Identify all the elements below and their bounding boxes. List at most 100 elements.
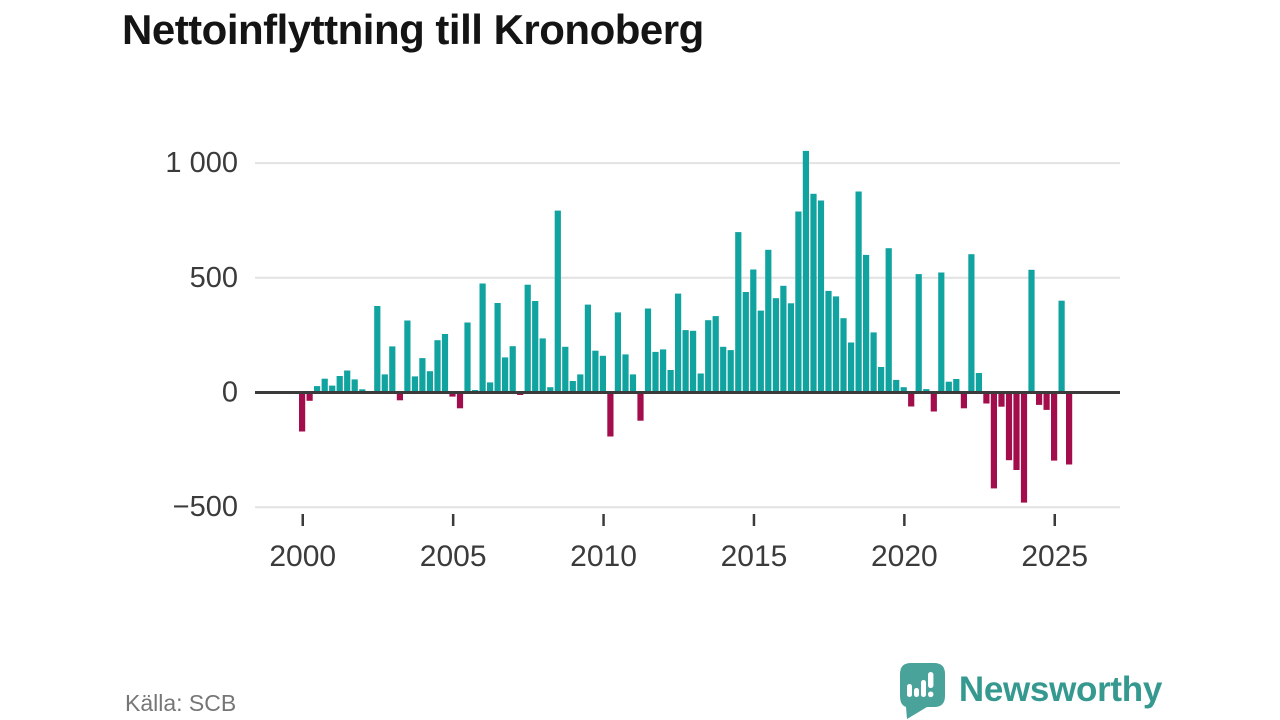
- x-axis-label: 2020: [871, 540, 938, 573]
- bar: [863, 254, 870, 393]
- bar: [449, 392, 456, 397]
- bar: [577, 374, 584, 393]
- bar: [1028, 269, 1035, 393]
- bar: [915, 274, 922, 393]
- bar: [968, 254, 975, 393]
- page-title: Nettoinflyttning till Kronoberg: [122, 6, 704, 53]
- bar: [832, 296, 840, 393]
- bar: [359, 389, 366, 393]
- bar: [840, 318, 847, 393]
- bar: [494, 303, 501, 393]
- bar: [599, 355, 606, 393]
- bar: [329, 385, 336, 393]
- y-axis-label: 0: [222, 377, 238, 409]
- bar: [848, 342, 855, 393]
- bar: [434, 340, 441, 393]
- y-axis-label: 500: [190, 262, 238, 294]
- bar: [712, 316, 719, 393]
- bar: [622, 354, 629, 393]
- bar: [855, 191, 862, 393]
- bar: [614, 312, 621, 393]
- bar: [795, 211, 802, 393]
- bar: [637, 392, 644, 421]
- bar: [524, 284, 531, 393]
- bar: [426, 371, 433, 393]
- bar: [675, 293, 682, 393]
- bar: [1051, 392, 1058, 461]
- bar: [923, 389, 930, 393]
- bar: [975, 373, 982, 393]
- bar: [389, 346, 396, 393]
- bar: [802, 150, 809, 393]
- bar: [306, 392, 313, 401]
- bar: [787, 303, 794, 393]
- bar: [374, 306, 381, 393]
- bar: [705, 320, 712, 393]
- source-note: Källa: SCB: [125, 690, 237, 716]
- bar: [735, 232, 742, 393]
- bar: [765, 249, 772, 393]
- bar: [314, 386, 321, 393]
- bar: [810, 193, 817, 393]
- bar: [509, 346, 516, 393]
- bar: [547, 387, 554, 393]
- bar: [817, 200, 825, 393]
- bar: [742, 292, 749, 393]
- bar: [592, 350, 599, 393]
- bar: [690, 330, 697, 393]
- bar: [750, 269, 757, 393]
- bar: [1036, 392, 1043, 405]
- bar: [404, 320, 411, 393]
- bar: [652, 351, 659, 393]
- bar: [960, 392, 967, 409]
- bar: [1066, 392, 1073, 465]
- bar: [667, 370, 674, 393]
- bar: [1043, 392, 1050, 410]
- y-axis-label: 1 000: [165, 147, 238, 179]
- bar: [554, 210, 561, 393]
- bar: [644, 308, 652, 393]
- bar: [930, 392, 937, 412]
- bar: [532, 301, 539, 393]
- bar: [945, 381, 952, 393]
- bar: [539, 338, 546, 393]
- bar: [660, 349, 667, 393]
- brand-logo: Newsworthy: [897, 660, 1162, 720]
- bar: [464, 322, 471, 393]
- bar: [870, 332, 877, 393]
- y-axis-label: −500: [173, 491, 238, 523]
- bar: [990, 392, 997, 489]
- bar: [381, 374, 388, 393]
- bar: [938, 272, 945, 393]
- bar: [1020, 392, 1028, 503]
- bar: [878, 367, 885, 393]
- bar: [900, 387, 907, 393]
- bar: [299, 392, 306, 432]
- bar: [727, 350, 734, 393]
- x-axis-label: 2015: [721, 540, 788, 573]
- bar: [697, 373, 704, 393]
- bar: [682, 330, 689, 393]
- bar: [479, 283, 486, 393]
- bar: [584, 304, 591, 393]
- x-axis-label: 2005: [420, 540, 487, 573]
- brand-wordmark: Newsworthy: [958, 670, 1162, 709]
- bar: [1058, 300, 1065, 393]
- bar: [456, 392, 464, 409]
- bar: [757, 310, 764, 393]
- newsworthy-bubble-icon: [899, 663, 945, 719]
- bar: [780, 285, 787, 393]
- bar: [953, 379, 960, 393]
- bar: [772, 298, 779, 393]
- bar: [607, 392, 614, 437]
- x-axis-label: 2010: [570, 540, 637, 573]
- bar: [487, 382, 494, 393]
- bar: [321, 378, 328, 393]
- bar: [569, 381, 576, 393]
- bar: [629, 374, 637, 393]
- bar: [825, 290, 832, 393]
- bar: [441, 334, 449, 393]
- x-axis-label: 2025: [1021, 540, 1088, 573]
- bar: [419, 358, 426, 393]
- bar: [983, 392, 990, 404]
